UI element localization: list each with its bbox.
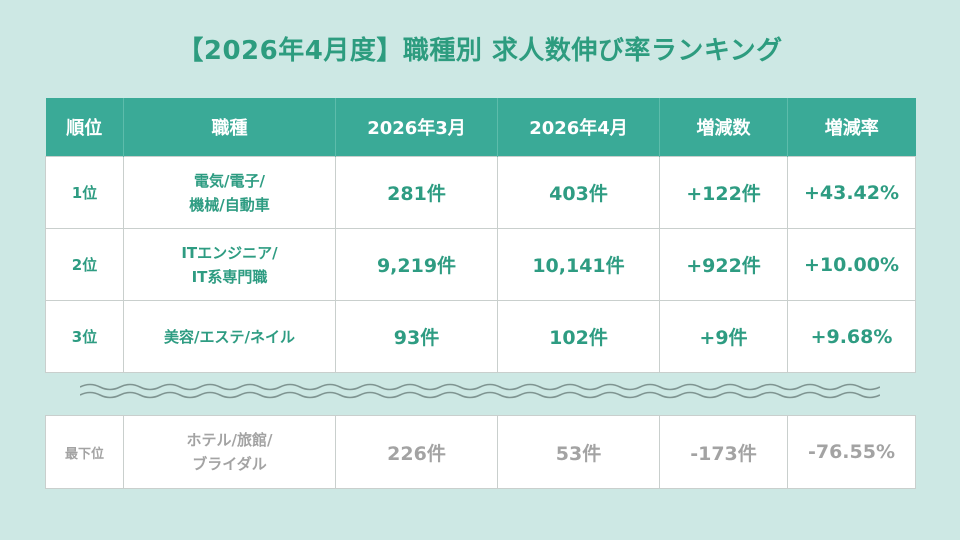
april-cell: 403件 xyxy=(497,156,660,229)
page-title: 【2026年4月度】職種別 求人数伸び率ランキング xyxy=(177,36,783,66)
job-line-1: 美容/エステ/ネイル xyxy=(164,327,295,346)
job-cell: ITエンジニア/ IT系専門職 xyxy=(123,228,336,301)
april-cell: 10,141件 xyxy=(497,228,660,301)
table-row: 3位 美容/エステ/ネイル 93件 102件 +9件 +9.68% xyxy=(45,300,916,373)
rank-cell: 2位 xyxy=(45,228,124,301)
rate-cell: +43.42% xyxy=(787,156,916,229)
header-april: 2026年4月 xyxy=(497,98,660,157)
lowest-rank-table: 最下位 ホテル/旅館/ ブライダル 226件 53件 -173件 -76.55% xyxy=(45,415,916,489)
job-cell: 電気/電子/ 機械/自動車 xyxy=(123,156,336,229)
rate-cell: +9.68% xyxy=(787,300,916,373)
job-line-1: ITエンジニア/ xyxy=(181,243,278,262)
header-job: 職種 xyxy=(123,98,336,157)
job-line-2: IT系専門職 xyxy=(191,267,268,286)
header-diff: 増減数 xyxy=(659,98,788,157)
diff-cell: +122件 xyxy=(659,156,788,229)
april-cell: 53件 xyxy=(497,415,660,489)
march-cell: 9,219件 xyxy=(335,228,498,301)
wave-divider xyxy=(80,383,880,399)
table-row: 2位 ITエンジニア/ IT系専門職 9,219件 10,141件 +922件 … xyxy=(45,228,916,301)
march-cell: 226件 xyxy=(335,415,498,489)
job-line-1: 電気/電子/ xyxy=(194,171,265,190)
table-row: 1位 電気/電子/ 機械/自動車 281件 403件 +122件 +43.42% xyxy=(45,156,916,229)
rank-cell: 1位 xyxy=(45,156,124,229)
rank-cell: 最下位 xyxy=(45,415,124,489)
job-line-1: ホテル/旅館/ xyxy=(186,431,273,449)
march-cell: 93件 xyxy=(335,300,498,373)
table-header-row: 順位 職種 2026年3月 2026年4月 増減数 増減率 xyxy=(45,98,916,157)
job-line-2: ブライダル xyxy=(192,455,267,473)
diff-cell: +922件 xyxy=(659,228,788,301)
job-line-2: 機械/自動車 xyxy=(189,195,270,214)
table-row: 最下位 ホテル/旅館/ ブライダル 226件 53件 -173件 -76.55% xyxy=(45,415,916,489)
diff-cell: -173件 xyxy=(659,415,788,489)
header-rate: 増減率 xyxy=(787,98,916,157)
header-march: 2026年3月 xyxy=(335,98,498,157)
rank-cell: 3位 xyxy=(45,300,124,373)
march-cell: 281件 xyxy=(335,156,498,229)
ranking-table: 順位 職種 2026年3月 2026年4月 増減数 増減率 1位 電気/電子/ … xyxy=(45,98,916,373)
job-cell: ホテル/旅館/ ブライダル xyxy=(123,415,336,489)
job-cell: 美容/エステ/ネイル xyxy=(123,300,336,373)
april-cell: 102件 xyxy=(497,300,660,373)
rate-cell: +10.00% xyxy=(787,228,916,301)
diff-cell: +9件 xyxy=(659,300,788,373)
header-rank: 順位 xyxy=(45,98,124,157)
rate-cell: -76.55% xyxy=(787,415,916,489)
